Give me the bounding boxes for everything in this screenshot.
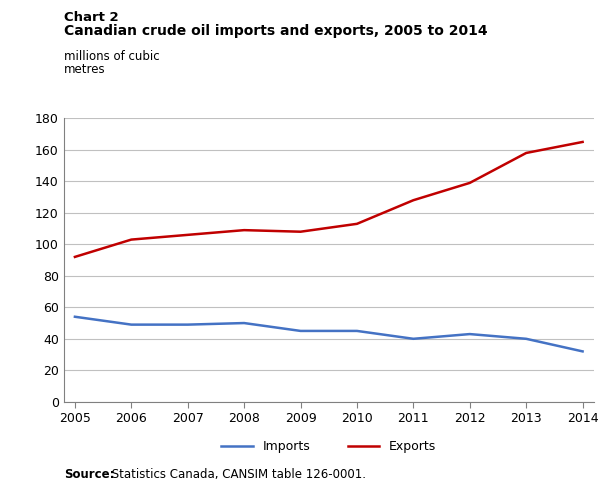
Exports [522, 150, 530, 156]
Exports [128, 237, 135, 243]
Line: Imports: Imports [75, 317, 582, 352]
Imports [184, 321, 191, 327]
Exports [297, 229, 304, 235]
Text: metres: metres [64, 63, 105, 75]
Imports [466, 331, 473, 337]
Imports [72, 314, 79, 320]
Text: Source:: Source: [64, 468, 114, 481]
Exports [466, 180, 473, 186]
Imports [410, 336, 417, 342]
Text: Chart 2: Chart 2 [64, 11, 118, 24]
Imports [297, 328, 304, 334]
Exports [579, 139, 586, 145]
Exports [241, 227, 248, 233]
Text: Statistics Canada, CANSIM table 126-0001.: Statistics Canada, CANSIM table 126-0001… [108, 468, 366, 481]
Imports [128, 321, 135, 327]
Exports [72, 254, 79, 260]
Text: Canadian crude oil imports and exports, 2005 to 2014: Canadian crude oil imports and exports, … [64, 24, 487, 37]
Imports [353, 328, 361, 334]
Imports [241, 320, 248, 326]
Line: Exports: Exports [75, 142, 582, 257]
Text: millions of cubic: millions of cubic [64, 50, 159, 63]
Legend: Imports, Exports: Imports, Exports [216, 435, 441, 458]
Exports [184, 232, 191, 238]
Exports [353, 221, 361, 227]
Imports [579, 349, 586, 354]
Exports [410, 197, 417, 203]
Imports [522, 336, 530, 342]
